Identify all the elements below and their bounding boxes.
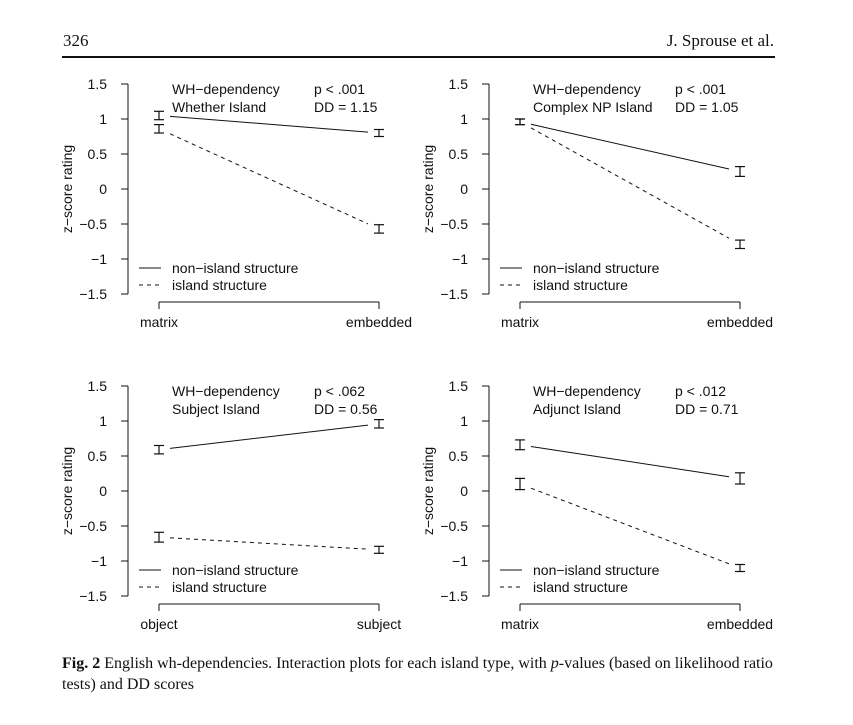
y-tick-label: 0.5 <box>449 448 469 464</box>
y-axis-label: z−score rating <box>420 145 436 233</box>
chart-title: WH−dependency <box>172 81 280 97</box>
chart-stat: DD = 1.15 <box>314 99 378 115</box>
y-tick-label: 0.5 <box>449 146 469 162</box>
series-line-island <box>530 127 730 239</box>
y-tick-label: 0 <box>460 483 468 499</box>
legend-label: non−island structure <box>172 260 299 276</box>
y-tick-label: −0.5 <box>440 518 468 534</box>
chart-title: WH−dependency <box>533 383 641 399</box>
chart-subtitle: Whether Island <box>172 99 266 115</box>
series-line-island <box>530 487 730 565</box>
y-axis-label: z−score rating <box>59 447 75 535</box>
y-tick-label: 0.5 <box>88 146 108 162</box>
chart-panel-3: 1.5 1 0.5 0 −0.5 −1 −1.5 z−score rating object su… <box>59 378 401 632</box>
chart-subtitle: Complex NP Island <box>533 99 653 115</box>
error-bar-point <box>735 239 745 250</box>
y-tick-label: 1 <box>99 111 107 127</box>
error-bar-point <box>154 531 164 543</box>
series-line-non-island <box>530 123 730 170</box>
x-tick-label: object <box>140 616 177 632</box>
x-tick-label: subject <box>357 616 401 632</box>
y-tick-label: 1 <box>460 413 468 429</box>
x-tick-label: matrix <box>501 616 539 632</box>
error-bar-point <box>735 165 745 178</box>
error-bar-point <box>735 563 745 573</box>
y-tick-label: −1 <box>91 251 107 267</box>
caption-p-symbol: p <box>550 655 559 672</box>
y-tick-label: 0 <box>99 483 107 499</box>
running-head: J. Sprouse et al. <box>666 31 774 50</box>
chart-stat: p < .001 <box>314 81 365 97</box>
y-tick-label: −1.5 <box>79 286 107 302</box>
chart-stat: DD = 1.05 <box>675 99 739 115</box>
y-tick-label: 1 <box>99 413 107 429</box>
page-number: 326 <box>63 31 89 50</box>
chart-stat: p < .012 <box>675 383 726 399</box>
y-tick-label: 0 <box>460 181 468 197</box>
header-rule <box>62 56 775 58</box>
chart-stat: DD = 0.56 <box>314 401 378 417</box>
y-tick-label: −1 <box>91 553 107 569</box>
figure-caption: Fig. 2 English wh-dependencies. Interact… <box>62 653 782 695</box>
caption-text: English wh-dependencies. Interaction plo… <box>104 655 547 672</box>
y-tick-label: −1.5 <box>440 588 468 604</box>
series-line-non-island <box>169 424 369 449</box>
y-tick-label: −0.5 <box>440 216 468 232</box>
y-tick-label: −1.5 <box>440 286 468 302</box>
y-tick-label: −0.5 <box>79 216 107 232</box>
error-bar-point <box>154 110 164 121</box>
error-bar-point <box>515 477 525 491</box>
chart-stat: DD = 0.71 <box>675 401 739 417</box>
error-bar-point <box>154 444 164 455</box>
legend-label: island structure <box>533 277 628 293</box>
series-line-island <box>169 537 369 550</box>
chart-panel-2: 1.5 1 0.5 0 −0.5 −1 −1.5 z−score rating matrix em… <box>420 76 773 330</box>
chart-panel-1: 1.5 1 0.5 0 −0.5 −1 −1.5 z−score rating matrix em… <box>59 76 412 330</box>
legend-label: island structure <box>533 579 628 595</box>
legend-label: island structure <box>172 277 267 293</box>
y-axis-label: z−score rating <box>59 145 75 233</box>
error-bar-point <box>515 439 525 451</box>
chart-subtitle: Adjunct Island <box>533 401 621 417</box>
series-line-non-island <box>169 115 369 133</box>
chart-stat: p < .001 <box>675 81 726 97</box>
error-bar-point <box>374 224 384 234</box>
y-tick-label: −1 <box>452 251 468 267</box>
legend-label: non−island structure <box>172 562 299 578</box>
series-line-island <box>169 133 369 225</box>
chart-subtitle: Subject Island <box>172 401 260 417</box>
error-bar-point <box>154 123 164 134</box>
chart-title: WH−dependency <box>172 383 280 399</box>
error-bar-point <box>374 128 384 138</box>
series-line-non-island <box>530 445 730 478</box>
y-tick-label: 0 <box>99 181 107 197</box>
caption-text-end: -values (based on likelihood ratio tests… <box>62 655 773 693</box>
legend-label: non−island structure <box>533 260 660 276</box>
error-bar-point <box>735 472 745 485</box>
y-tick-label: 0.5 <box>88 448 108 464</box>
error-bar-point <box>374 545 384 554</box>
x-tick-label: embedded <box>707 616 773 632</box>
chart-panel-4: 1.5 1 0.5 0 −0.5 −1 −1.5 z−score rating matrix em… <box>420 378 773 632</box>
chart-stat: p < .062 <box>314 383 365 399</box>
legend-label: island structure <box>172 579 267 595</box>
x-tick-label: embedded <box>346 314 412 330</box>
y-tick-label: 1.5 <box>449 378 469 394</box>
y-tick-label: −0.5 <box>79 518 107 534</box>
chart-title: WH−dependency <box>533 81 641 97</box>
error-bar-point <box>515 118 525 126</box>
error-bar-point <box>374 418 384 429</box>
y-tick-label: 1.5 <box>88 378 108 394</box>
y-axis-label: z−score rating <box>420 447 436 535</box>
x-tick-label: embedded <box>707 314 773 330</box>
legend-label: non−island structure <box>533 562 660 578</box>
y-tick-label: 1 <box>460 111 468 127</box>
y-tick-label: 1.5 <box>88 76 108 92</box>
y-tick-label: −1 <box>452 553 468 569</box>
x-tick-label: matrix <box>140 314 178 330</box>
x-tick-label: matrix <box>501 314 539 330</box>
y-tick-label: −1.5 <box>79 588 107 604</box>
caption-label: Fig. 2 <box>62 655 101 672</box>
y-tick-label: 1.5 <box>449 76 469 92</box>
